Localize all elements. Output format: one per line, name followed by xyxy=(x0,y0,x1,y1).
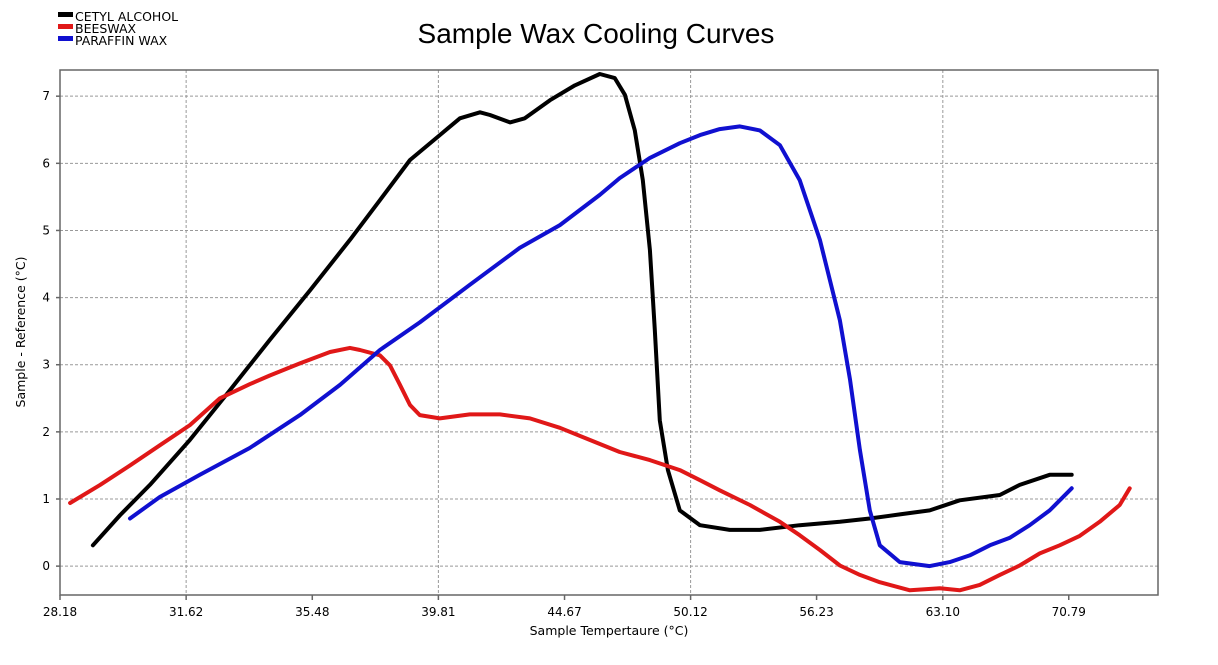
y-axis-label: Sample - Reference (°C) xyxy=(13,257,28,408)
series-line-cetyl-alcohol xyxy=(90,72,1074,548)
y-tick-label: 5 xyxy=(42,223,50,237)
y-tick-label: 6 xyxy=(42,156,50,170)
legend-label-cetyl-alcohol: CETYL ALCOHOL xyxy=(75,9,178,24)
legend-swatch-paraffin-wax xyxy=(58,36,73,41)
y-tick-label: 7 xyxy=(42,89,50,103)
y-tick-label: 3 xyxy=(42,358,50,372)
x-tick-label: 28.18 xyxy=(43,605,77,619)
plot-frame xyxy=(59,69,1159,596)
legend-swatch-cetyl-alcohol xyxy=(58,12,73,17)
y-tick-label: 4 xyxy=(42,291,50,305)
y-axis: 0 1 2 3 4 5 6 7 xyxy=(42,89,60,573)
x-tick-label: 35.48 xyxy=(295,605,329,619)
grid xyxy=(60,70,1158,595)
x-tick-label: 56.23 xyxy=(799,605,833,619)
series-line-beeswax xyxy=(68,345,1132,593)
series-layer xyxy=(68,72,1132,593)
legend-swatch-beeswax xyxy=(58,24,73,29)
x-tick-label: 70.79 xyxy=(1052,605,1086,619)
x-tick-label: 44.67 xyxy=(547,605,581,619)
x-tick-label: 63.10 xyxy=(926,605,960,619)
x-tick-label: 39.81 xyxy=(421,605,455,619)
y-tick-label: 2 xyxy=(42,425,50,439)
x-axis-label: Sample Tempertaure (°C) xyxy=(530,623,689,638)
x-tick-label: 50.12 xyxy=(673,605,707,619)
chart-title: Sample Wax Cooling Curves xyxy=(418,18,775,49)
series-line-paraffin-wax xyxy=(128,124,1074,569)
y-tick-label: 1 xyxy=(42,492,50,506)
y-tick-label: 0 xyxy=(42,559,50,573)
x-axis: 28.18 31.62 35.48 39.81 44.67 50.12 56.23 63.10… xyxy=(43,595,1086,619)
x-tick-label: 31.62 xyxy=(169,605,203,619)
legend-label-paraffin-wax: PARAFFIN WAX xyxy=(75,33,168,48)
legend-label-beeswax: BEESWAX xyxy=(75,21,137,36)
